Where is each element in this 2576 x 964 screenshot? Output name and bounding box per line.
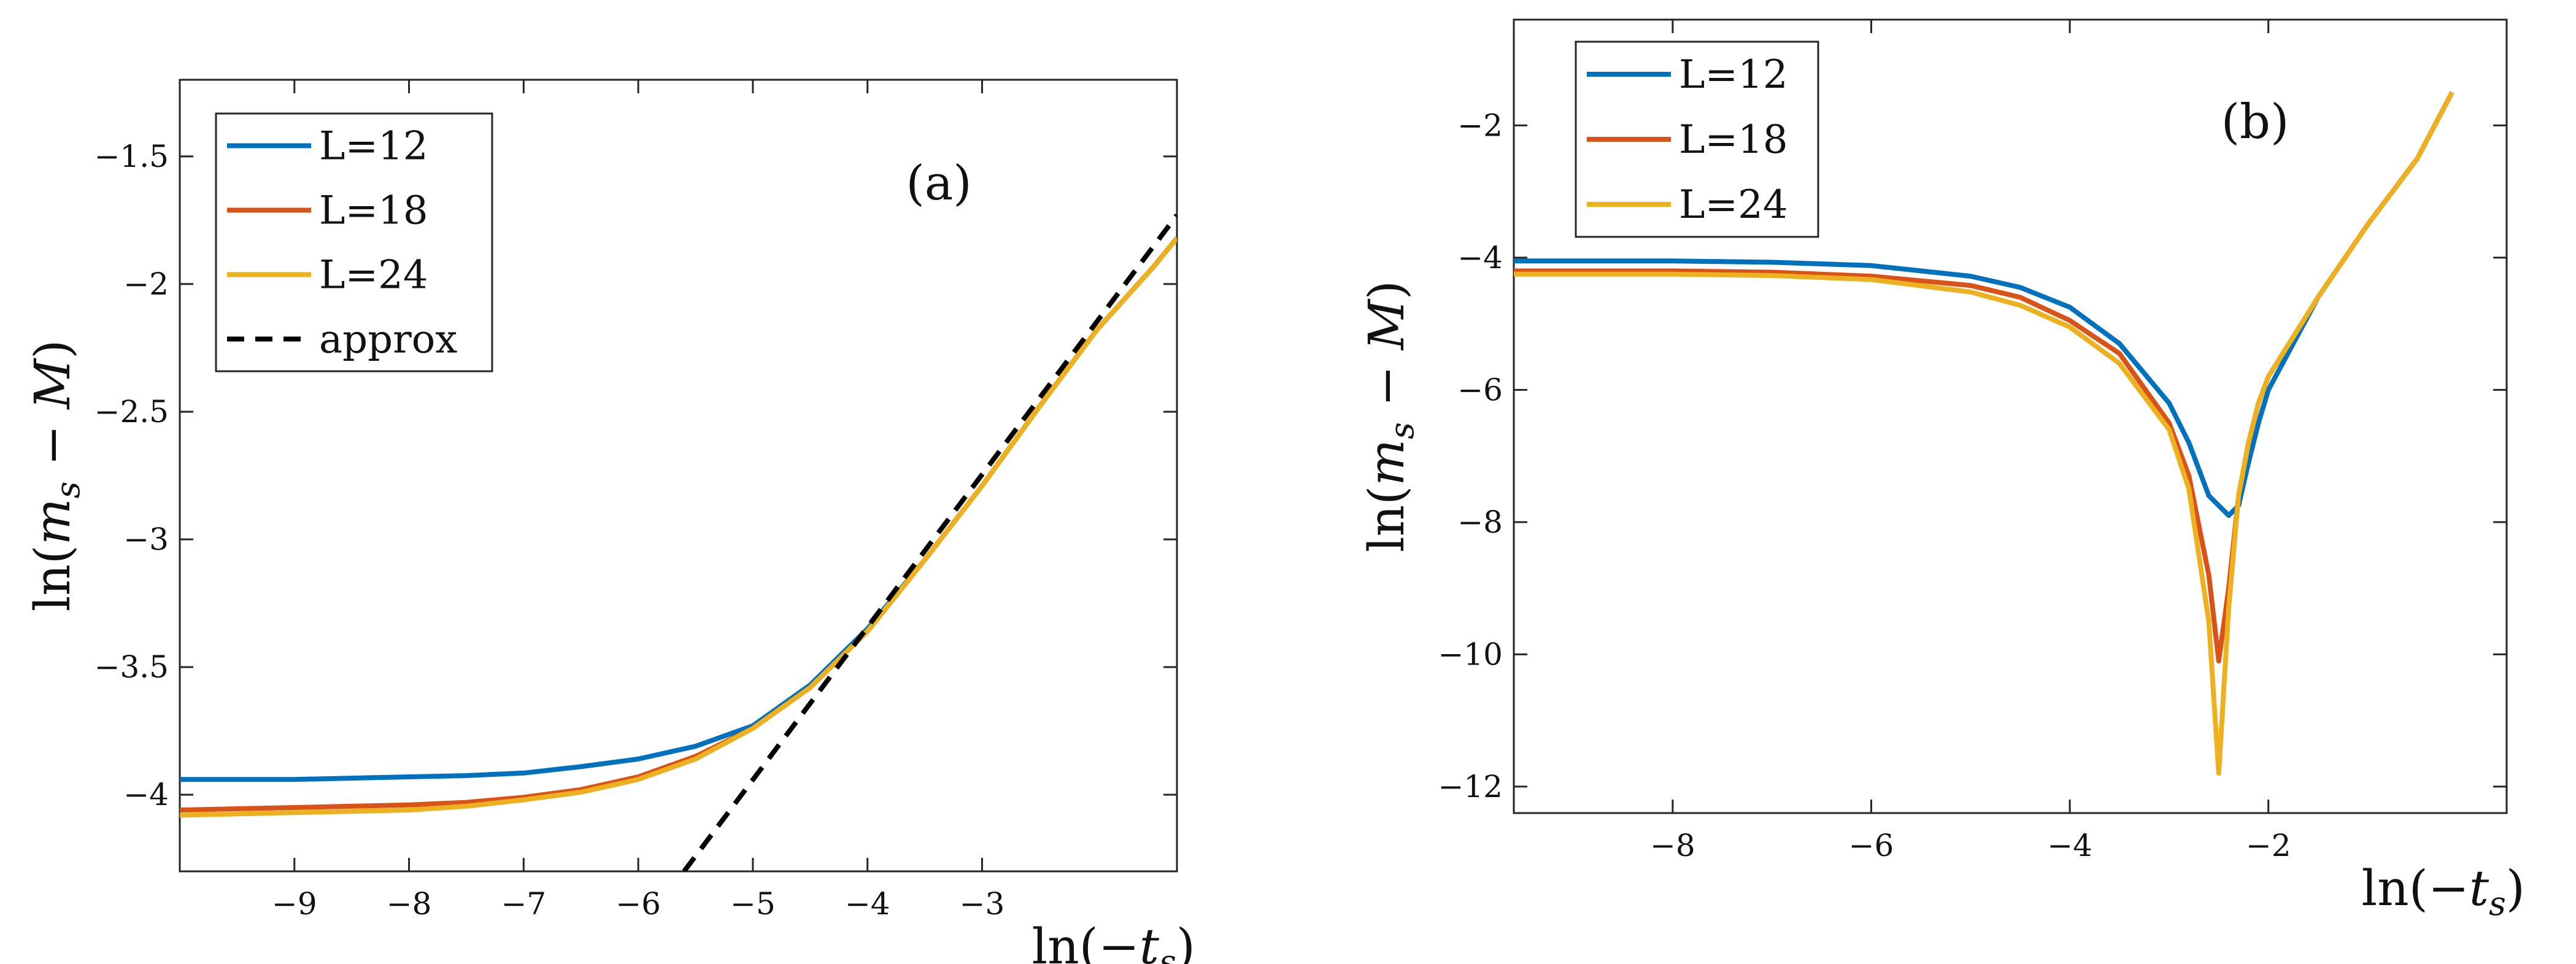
y-tick-label: −6	[1457, 372, 1503, 407]
x-tick-label: −7	[501, 886, 546, 922]
y-tick-label: −2	[1457, 107, 1503, 143]
chart-panel-a: −9 −8 −7 −6 −5 −4 −3 −4 −3.5 −3 −2.5 −2 −1.5 ln(−ts) l…	[24, 79, 1195, 964]
y-tick-label: −3.5	[94, 649, 169, 685]
x-axis-label: ln(−ts)	[1032, 918, 1195, 964]
legend-entry-label: L=12	[1679, 52, 1788, 98]
series-line-l24	[180, 236, 1177, 818]
y-tick-label: −3	[123, 522, 169, 557]
y-tick-label: −2.5	[94, 394, 169, 430]
series-line-approx	[682, 214, 1177, 871]
y-axis-label: ln(ms − M)	[24, 340, 87, 612]
y-tick-label: −12	[1438, 769, 1503, 804]
panel-label: (b)	[2221, 94, 2289, 150]
x-tick-label: −6	[1849, 828, 1894, 863]
y-tick-label: −1.5	[94, 139, 169, 174]
legend-entry-label: L=18	[319, 188, 428, 234]
series-line-l24	[1514, 91, 2455, 776]
x-tick-label: −2	[2246, 828, 2291, 863]
legend-box	[215, 112, 493, 372]
y-axis-label: ln(ms − M)	[1358, 280, 1421, 552]
legend-entry-label: L=18	[1679, 117, 1788, 163]
y-tick-label: −8	[1457, 504, 1503, 540]
chart-panel-b: −8 −6 −4 −2 −12 −10 −8 −6 −4 −2 ln(−ts) ln(ms − M) (…	[1358, 18, 2525, 923]
axes-box	[179, 79, 1178, 873]
x-tick-label: −8	[387, 886, 432, 922]
legend-entry-label: L=12	[319, 124, 428, 169]
x-tick-label: −8	[1650, 828, 1695, 863]
x-tick-label: −6	[615, 886, 661, 922]
y-tick-label: −4	[123, 777, 169, 812]
x-tick-label: −4	[845, 886, 890, 922]
x-tick-label: −4	[2047, 828, 2092, 863]
x-tick-label: −3	[960, 886, 1005, 922]
x-axis-label: ln(−ts)	[2362, 860, 2525, 923]
series-group	[1514, 91, 2455, 776]
x-tick-label: −5	[730, 886, 776, 922]
axes-box	[1513, 18, 2508, 814]
legend-entry-label: approx	[319, 317, 457, 363]
legend-entry-label: L=24	[319, 253, 428, 298]
legend-entry-label: L=24	[1679, 182, 1788, 228]
legend: L=12 L=18 L=24	[1575, 40, 1819, 238]
y-tick-label: −2	[123, 266, 169, 302]
panel-label: (a)	[906, 156, 971, 211]
legend: L=12 L=18 L=24 approx	[215, 112, 493, 372]
x-tick-label: −9	[272, 886, 317, 922]
series-group	[180, 214, 1177, 871]
y-tick-label: −10	[1438, 636, 1503, 672]
y-tick-label: −4	[1457, 240, 1503, 276]
